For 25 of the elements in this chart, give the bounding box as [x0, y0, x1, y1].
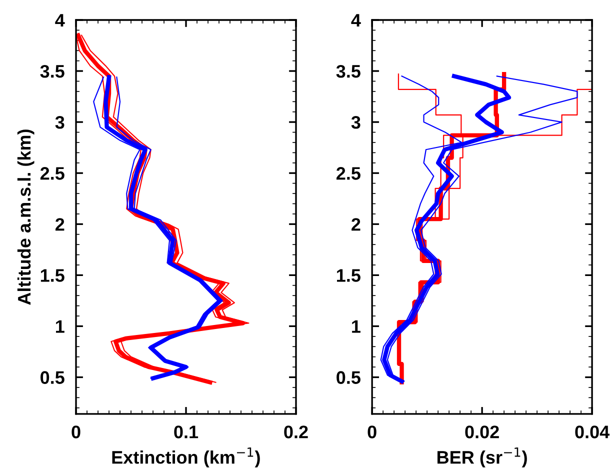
y-tick-label: 1 — [56, 320, 64, 333]
y-axis-title: Altitude a.m.s.l. (km) — [17, 130, 34, 305]
x-tick-label: 0.2 — [284, 426, 308, 438]
x-tick-label: 0 — [72, 426, 80, 438]
y-tick-label: 1.5 — [40, 269, 64, 282]
y-tick-label: 3 — [55, 116, 64, 129]
x-tick-label: 0.04 — [575, 426, 610, 438]
x-axis-title: BER (sr$^{−1}$) — [438, 447, 527, 468]
y-tick-label: 3 — [351, 116, 360, 129]
y-tick-label: 0.5 — [40, 371, 64, 384]
y-tick-label: 3.5 — [336, 64, 360, 78]
y-tick-label: 1.5 — [337, 269, 360, 282]
y-tick-label: 0.5 — [336, 371, 360, 384]
y-tick-label: 2 — [352, 218, 360, 231]
y-tick-label: 4 — [351, 14, 361, 27]
x-tick-label: 0.02 — [465, 426, 499, 438]
y-tick-label: 3.5 — [40, 64, 64, 78]
x-tick-label: 0 — [368, 426, 376, 438]
x-tick-label: 0.1 — [174, 426, 198, 438]
y-tick-label: 1 — [352, 320, 360, 333]
y-tick-label: 2.5 — [40, 167, 64, 180]
x-axis-title: Extinction (km$^{−1}$) — [112, 447, 260, 468]
y-tick-label: 4 — [55, 14, 65, 27]
y-tick-label: 2.5 — [336, 167, 360, 180]
y-tick-label: 2 — [55, 218, 64, 231]
